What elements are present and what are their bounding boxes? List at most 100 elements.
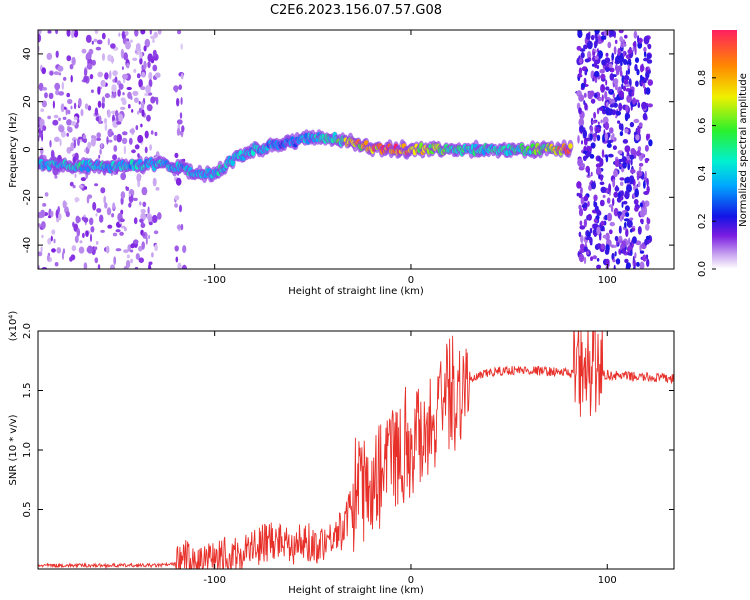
noise-speck	[152, 56, 158, 61]
noise-speck	[130, 39, 133, 43]
noise-speck	[83, 262, 88, 269]
noise-speck	[602, 228, 605, 232]
noise-speck	[150, 96, 156, 104]
noise-speck	[597, 50, 603, 59]
noise-speck	[620, 60, 623, 67]
noise-speck	[619, 177, 625, 181]
noise-speck	[585, 33, 591, 40]
noise-speck	[180, 73, 184, 80]
noise-speck	[174, 152, 179, 159]
snr-y-scale: (x10⁴)	[8, 311, 19, 342]
noise-speck	[632, 97, 636, 105]
noise-speck	[152, 38, 155, 44]
noise-speck	[107, 128, 113, 138]
noise-speck	[612, 145, 618, 150]
noise-speck	[593, 92, 598, 98]
noise-speck	[634, 57, 640, 63]
noise-speck	[587, 51, 592, 60]
noise-speck	[620, 41, 624, 49]
noise-speck	[637, 146, 642, 152]
noise-speck	[54, 175, 58, 179]
noise-speck	[176, 119, 183, 125]
noise-speck	[617, 120, 621, 124]
noise-speck	[128, 137, 133, 145]
noise-speck	[608, 229, 613, 235]
noise-speck	[120, 97, 126, 102]
noise-speck	[634, 64, 638, 72]
noise-speck	[101, 32, 106, 40]
noise-speck	[102, 53, 105, 61]
noise-speck	[38, 82, 44, 92]
snr-panel: -100 0 100 0.5 1.0 1.5 2.0 Height of straight …	[8, 311, 675, 596]
noise-speck	[91, 40, 94, 45]
noise-speck	[580, 82, 586, 89]
noise-speck	[66, 132, 69, 137]
noise-speck	[644, 158, 649, 164]
noise-speck	[617, 47, 621, 56]
noise-speck	[587, 200, 590, 207]
noise-speck	[634, 188, 639, 198]
noise-speck	[638, 166, 642, 171]
noise-speck	[625, 176, 630, 183]
noise-speck	[579, 125, 584, 133]
noise-speck	[72, 184, 76, 189]
noise-speck	[634, 119, 639, 123]
y-tick-label: 0	[22, 146, 33, 152]
noise-speck	[41, 100, 48, 108]
noise-speck	[50, 210, 54, 218]
noise-speck	[627, 162, 631, 171]
noise-speck	[596, 258, 600, 262]
noise-speck	[118, 32, 121, 37]
noise-speck	[95, 213, 98, 217]
noise-speck	[107, 224, 113, 229]
noise-speck	[40, 147, 44, 155]
noise-speck	[577, 135, 580, 144]
noise-speck	[614, 251, 617, 257]
noise-speck	[596, 264, 602, 269]
noise-speck	[180, 43, 183, 50]
noise-speck	[66, 55, 72, 62]
noise-speck	[621, 123, 624, 132]
noise-speck	[608, 183, 612, 193]
noise-speck	[66, 119, 72, 126]
noise-speck	[596, 243, 602, 249]
noise-speck	[604, 132, 608, 141]
noise-speck	[123, 52, 128, 61]
noise-speck	[621, 151, 624, 158]
noise-speck	[150, 130, 154, 135]
noise-speck	[632, 46, 635, 52]
noise-speck	[594, 30, 600, 35]
noise-speck	[613, 102, 618, 108]
noise-speck	[84, 103, 89, 110]
noise-speck	[58, 213, 62, 221]
noise-speck	[175, 256, 179, 263]
noise-speck	[133, 239, 139, 245]
noise-speck	[644, 144, 649, 152]
noise-speck	[127, 104, 131, 109]
noise-speck	[111, 213, 115, 218]
noise-speck	[62, 116, 67, 120]
noise-speck	[135, 125, 139, 131]
noise-speck	[109, 70, 112, 80]
noise-speck	[90, 138, 96, 147]
noise-speck	[583, 195, 589, 202]
noise-speck	[598, 106, 604, 111]
noise-speck	[141, 241, 145, 250]
noise-speck	[140, 123, 143, 128]
noise-speck	[622, 85, 627, 92]
noise-speck	[132, 57, 138, 61]
noise-speck	[96, 208, 100, 212]
noise-speck	[141, 186, 148, 196]
x-tick-label: 0	[408, 575, 414, 586]
noise-speck	[628, 237, 631, 246]
noise-speck	[137, 174, 141, 178]
noise-speck	[612, 197, 615, 206]
noise-speck	[78, 97, 82, 107]
noise-speck	[595, 36, 598, 45]
noise-speck	[148, 71, 153, 81]
noise-speck	[607, 41, 612, 49]
noise-speck	[611, 252, 615, 261]
snr-series-line	[38, 331, 674, 569]
noise-speck	[136, 110, 140, 115]
noise-speck	[578, 94, 585, 102]
